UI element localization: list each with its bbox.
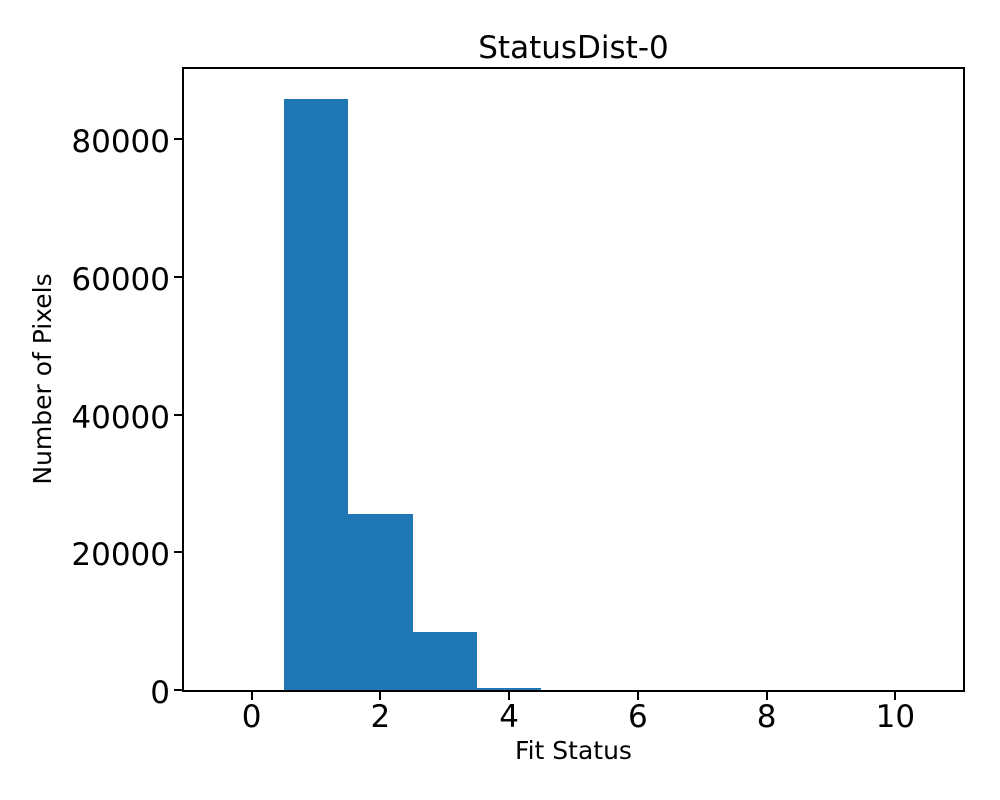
plot-area [182, 67, 965, 692]
histogram-bar [476, 687, 542, 690]
x-tick-mark [379, 692, 382, 700]
y-axis-label: Number of Pixels [28, 273, 57, 485]
y-tick-mark [174, 689, 182, 691]
histogram-bar [412, 632, 477, 690]
x-tick-label: 10 [875, 699, 916, 735]
x-tick-label: 0 [241, 699, 262, 735]
chart-title: StatusDist-0 [478, 30, 669, 66]
x-axis-label: Fit Status [515, 736, 632, 765]
y-tick-mark [174, 551, 182, 554]
x-tick-mark [508, 692, 511, 700]
y-tick-mark [174, 413, 182, 416]
histogram-bar [348, 514, 413, 690]
x-tick-mark [894, 692, 897, 700]
x-tick-mark [765, 692, 768, 700]
y-tick-label: 60000 [71, 261, 170, 298]
x-tick-label: 6 [628, 699, 648, 735]
x-tick-label: 8 [756, 699, 777, 735]
y-tick-label: 20000 [71, 537, 170, 574]
bars-layer [184, 69, 963, 690]
y-tick-mark [174, 138, 182, 141]
y-tick-mark [174, 275, 182, 278]
x-tick-label: 2 [370, 699, 391, 735]
histogram-bar [283, 98, 349, 690]
x-tick-mark [250, 692, 253, 700]
x-tick-label: 4 [499, 699, 519, 735]
x-tick-mark [636, 692, 639, 700]
y-tick-label: 80000 [71, 124, 170, 161]
y-tick-label: 40000 [71, 399, 170, 436]
y-tick-label: 0 [150, 675, 170, 711]
